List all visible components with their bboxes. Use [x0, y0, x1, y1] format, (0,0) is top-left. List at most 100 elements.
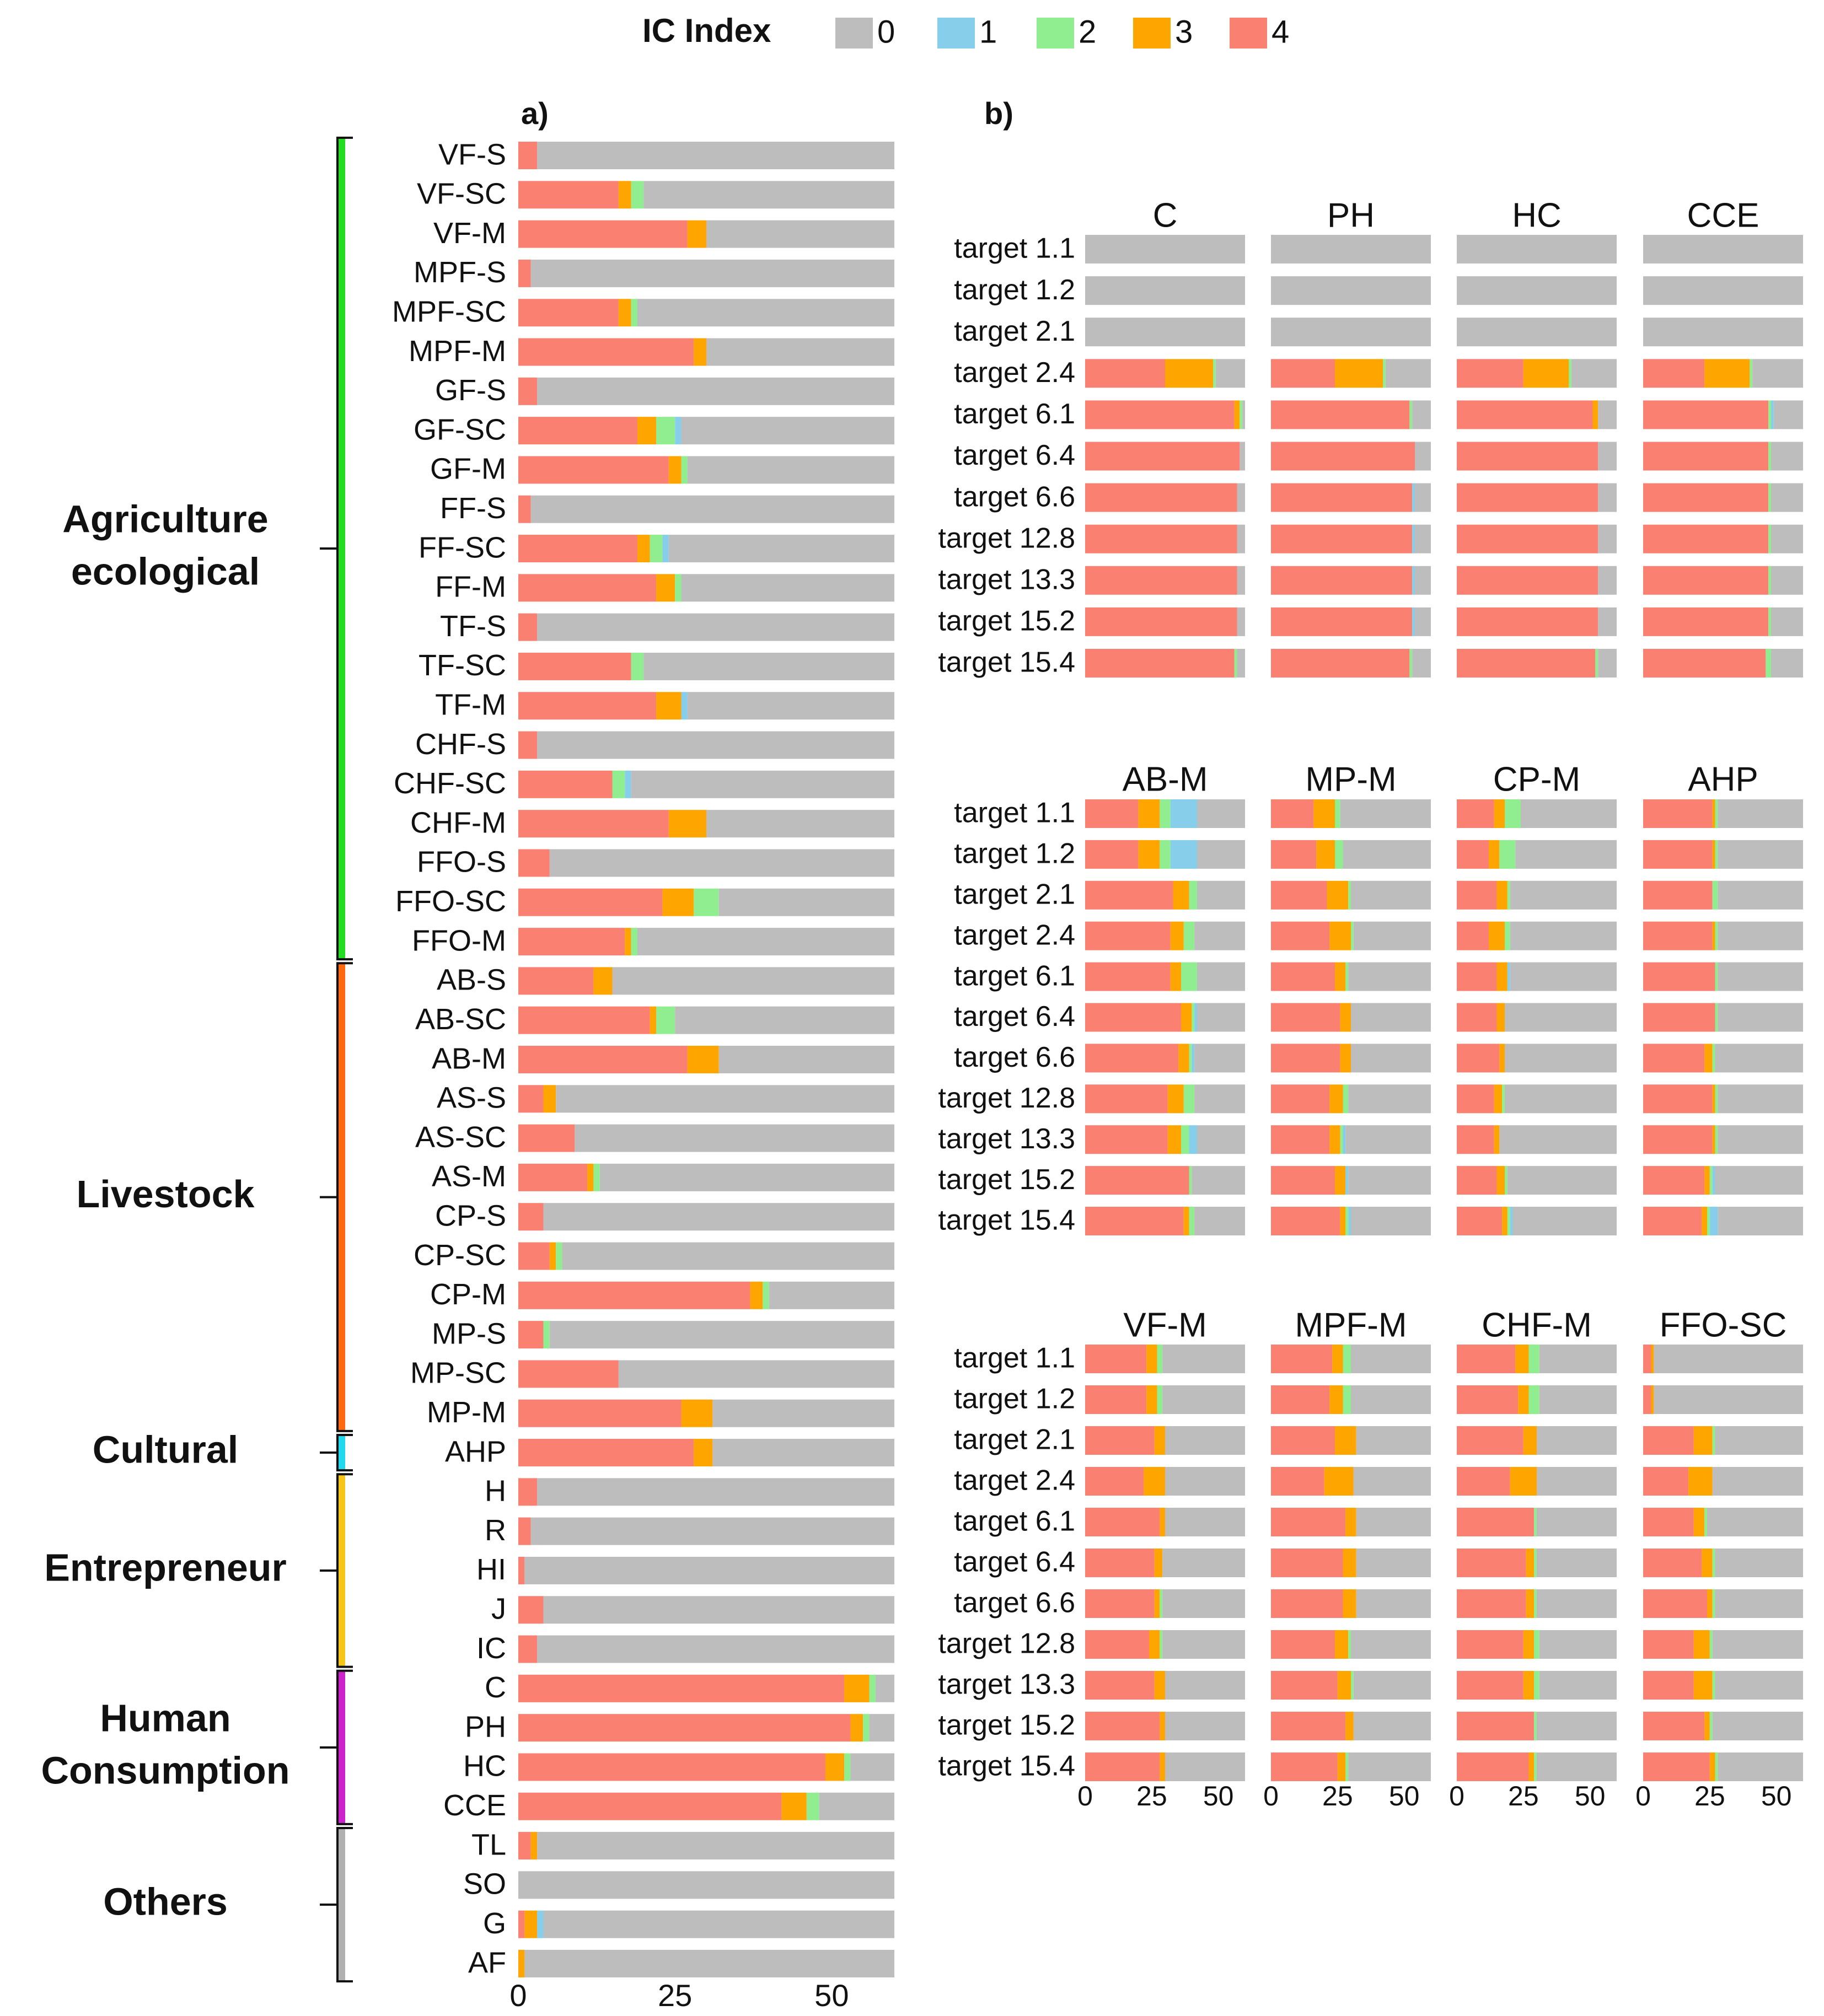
bar-segment-ic2 [1340, 1125, 1343, 1154]
category-label: GF-S [435, 374, 506, 407]
category-label: G [483, 1907, 506, 1940]
bar-segment-ic4 [1271, 483, 1413, 512]
bar-segment-ic0 [1598, 566, 1617, 595]
bar-segment-ic4 [518, 1635, 538, 1663]
bar-segment-ic0 [599, 1163, 894, 1191]
bar-segment-ic0 [1457, 276, 1617, 305]
category-label: CHF-SC [394, 767, 506, 800]
bar-segment-ic3 [1712, 1125, 1715, 1154]
bar-segment-ic1 [662, 535, 669, 563]
bar-segment-ic3 [1704, 1044, 1713, 1073]
bar-segment-ic4 [518, 1478, 538, 1506]
bar-segment-ic0 [1537, 1589, 1617, 1618]
category-label: AB-S [437, 964, 506, 997]
x-tick-label: 25 [1136, 1781, 1167, 1811]
bar-segment-ic4 [518, 1085, 544, 1113]
bar-segment-ic0 [1643, 235, 1803, 264]
bar-segment-ic4 [1457, 1044, 1500, 1073]
bar-segment-ic0 [1521, 799, 1617, 828]
bar-segment-ic4 [518, 692, 657, 720]
bar-segment-ic3 [656, 692, 682, 720]
bar-segment-ic3 [687, 220, 706, 248]
bar-segment-ic4 [1085, 649, 1235, 678]
bar-segment-ic0 [537, 1478, 894, 1506]
bar-segment-ic4 [1643, 1166, 1705, 1195]
bar-segment-ic0 [1598, 649, 1617, 678]
bar-segment-ic3 [1337, 1671, 1351, 1700]
bar-segment-ic4 [518, 849, 550, 877]
category-label: VF-SC [417, 178, 506, 211]
bar-segment-ic3 [1234, 400, 1240, 429]
bar-segment-ic2 [1507, 1207, 1510, 1235]
bar-segment-ic2 [869, 1674, 876, 1702]
bar-segment-ic4 [1085, 1589, 1155, 1618]
bar-segment-ic0 [1507, 1166, 1617, 1195]
bar-segment-ic4 [1457, 1549, 1526, 1577]
bar-segment-ic2 [1183, 921, 1195, 950]
bar-segment-ic0 [1194, 1207, 1245, 1235]
bar-segment-ic3 [1693, 1508, 1705, 1536]
bar-segment-ic0 [1715, 1426, 1803, 1455]
bar-segment-ic4 [1457, 799, 1494, 828]
bar-segment-ic4 [1271, 1467, 1324, 1496]
bar-segment-ic0 [668, 535, 894, 563]
bar-segment-ic2 [631, 299, 637, 327]
bar-segment-ic0 [1351, 1630, 1431, 1659]
bar-segment-ic4 [1085, 1712, 1160, 1740]
bar-segment-ic2 [1768, 607, 1771, 636]
bar-segment-ic3 [1173, 880, 1189, 910]
bar-segment-ic2 [1348, 880, 1351, 910]
bar-segment-ic4 [1271, 442, 1415, 471]
bar-segment-ic4 [518, 1163, 588, 1191]
bar-segment-ic0 [1085, 318, 1245, 347]
bar-segment-ic0 [1085, 276, 1245, 305]
bar-segment-ic4 [518, 535, 637, 563]
legend: IC Index 0 1 2 3 4 [642, 12, 1289, 50]
bar-segment-ic0 [681, 574, 894, 602]
bar-segment-ic0 [1771, 566, 1803, 595]
bar-segment-ic0 [1537, 1752, 1617, 1781]
facet-title: HC [1512, 196, 1562, 234]
bar-segment-ic3 [1528, 1752, 1535, 1781]
bar-segment-ic4 [1271, 1345, 1333, 1373]
bar-segment-ic3 [1523, 1426, 1537, 1455]
bar-segment-ic2 [1528, 1345, 1539, 1373]
bar-segment-ic2 [1595, 649, 1598, 678]
bar-segment-ic3 [1496, 1003, 1505, 1032]
bar-segment-ic2 [1768, 524, 1771, 553]
bar-segment-ic4 [1271, 1426, 1335, 1455]
bar-segment-ic0 [1165, 1712, 1245, 1740]
category-label: AS-SC [415, 1121, 506, 1154]
group-label-line: Human [100, 1697, 230, 1740]
bar-segment-ic0 [1237, 649, 1245, 678]
group-label-line: Consumption [41, 1749, 289, 1792]
bar-segment-ic2 [1351, 921, 1354, 950]
bar-segment-ic0 [1237, 483, 1245, 512]
bar-segment-ic1 [625, 770, 631, 798]
bar-segment-ic2 [1712, 1044, 1715, 1073]
legend-label-3: 3 [1175, 14, 1193, 50]
category-label: TL [471, 1828, 506, 1861]
bar-segment-ic4 [518, 456, 669, 484]
bar-segment-ic1 [1412, 566, 1415, 595]
bar-segment-ic4 [1643, 607, 1769, 636]
bar-segment-ic3 [1146, 1385, 1157, 1414]
bar-segment-ic2 [1189, 1166, 1192, 1195]
bar-segment-ic1 [1189, 1125, 1197, 1154]
target-label: target 2.4 [954, 1465, 1075, 1497]
bar-segment-ic0 [1356, 1549, 1431, 1577]
bar-segment-ic2 [1534, 1712, 1537, 1740]
facet-title: CCE [1687, 196, 1759, 234]
target-label: target 13.3 [938, 564, 1075, 596]
bar-segment-ic4 [518, 574, 657, 602]
bar-segment-ic4 [1271, 1125, 1330, 1154]
bar-segment-ic4 [518, 652, 631, 680]
bar-segment-ic3 [1160, 1508, 1165, 1536]
target-label: target 15.4 [938, 1205, 1075, 1237]
bar-segment-ic1 [1412, 607, 1415, 636]
bar-segment-ic1 [1771, 400, 1774, 429]
bar-segment-ic0 [706, 810, 894, 838]
bar-segment-ic4 [1457, 1671, 1523, 1700]
bar-segment-ic0 [1771, 607, 1803, 636]
bar-segment-ic4 [1085, 1508, 1160, 1536]
